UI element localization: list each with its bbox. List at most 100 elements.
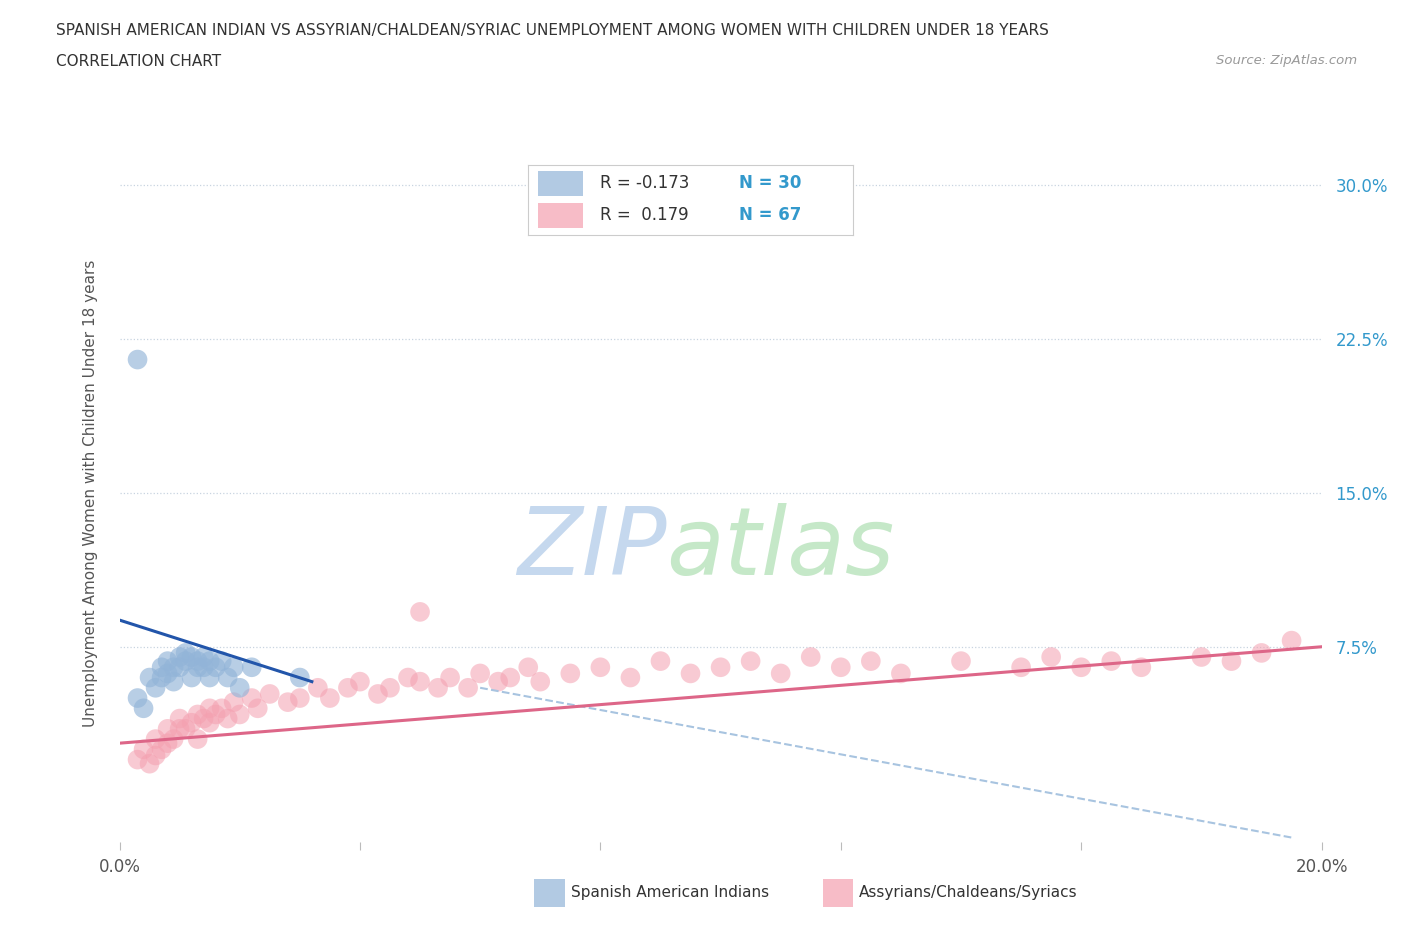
Point xyxy=(193,649,215,664)
Point xyxy=(890,666,912,681)
Point xyxy=(156,722,179,737)
Point xyxy=(217,671,239,685)
Point xyxy=(145,681,167,696)
Point xyxy=(169,660,191,675)
Point xyxy=(859,654,882,669)
Point xyxy=(193,660,215,675)
Point xyxy=(162,732,184,747)
Point xyxy=(138,671,160,685)
Text: Spanish American Indians: Spanish American Indians xyxy=(571,885,769,900)
Point xyxy=(150,742,173,757)
Point xyxy=(709,660,731,675)
Text: atlas: atlas xyxy=(666,503,894,594)
Point xyxy=(145,732,167,747)
Point xyxy=(1281,633,1303,648)
Point xyxy=(378,681,401,696)
Point xyxy=(150,671,173,685)
Point xyxy=(228,681,252,696)
Point xyxy=(132,742,155,757)
Point xyxy=(162,660,184,675)
Point xyxy=(349,674,371,689)
Point xyxy=(156,666,179,681)
Point xyxy=(319,691,342,706)
Point xyxy=(145,748,167,763)
Bar xyxy=(538,203,583,228)
Point xyxy=(174,645,197,660)
Point xyxy=(427,681,450,696)
Point xyxy=(439,671,461,685)
Point xyxy=(619,671,641,685)
Point xyxy=(1250,645,1272,660)
Point xyxy=(204,707,226,722)
Point xyxy=(589,660,612,675)
Point xyxy=(150,660,173,675)
Text: R =  0.179: R = 0.179 xyxy=(599,206,689,224)
Point xyxy=(468,666,492,681)
Point xyxy=(193,711,215,726)
Point xyxy=(288,691,311,706)
Point xyxy=(228,707,252,722)
Point xyxy=(169,649,191,664)
Point xyxy=(650,654,672,669)
Text: N = 30: N = 30 xyxy=(740,174,801,193)
Point xyxy=(517,660,540,675)
Point xyxy=(288,671,311,685)
Point xyxy=(409,674,432,689)
Point xyxy=(156,654,179,669)
Point xyxy=(169,711,191,726)
Point xyxy=(1099,654,1122,669)
Point xyxy=(187,660,209,675)
Text: Source: ZipAtlas.com: Source: ZipAtlas.com xyxy=(1216,54,1357,67)
Text: N = 67: N = 67 xyxy=(740,206,801,224)
Point xyxy=(679,666,702,681)
Point xyxy=(180,715,202,730)
Point xyxy=(367,686,389,701)
Point xyxy=(187,654,209,669)
Point xyxy=(1040,649,1063,664)
Point xyxy=(1220,654,1243,669)
Point xyxy=(240,691,263,706)
Point xyxy=(127,691,149,706)
Bar xyxy=(538,171,583,196)
Point xyxy=(180,649,202,664)
Point xyxy=(180,671,202,685)
Point xyxy=(740,654,762,669)
Point xyxy=(769,666,792,681)
Point xyxy=(222,660,245,675)
Point xyxy=(457,681,479,696)
Point xyxy=(211,654,233,669)
Point xyxy=(336,681,359,696)
Point xyxy=(1130,660,1153,675)
Point xyxy=(222,695,245,710)
Point xyxy=(132,701,155,716)
Point xyxy=(174,722,197,737)
Point xyxy=(169,722,191,737)
Point xyxy=(217,711,239,726)
Text: R = -0.173: R = -0.173 xyxy=(599,174,689,193)
Point xyxy=(211,701,233,716)
Point xyxy=(198,671,221,685)
Point xyxy=(830,660,852,675)
Point xyxy=(162,674,184,689)
Point xyxy=(277,695,299,710)
Y-axis label: Unemployment Among Women with Children Under 18 years: Unemployment Among Women with Children U… xyxy=(83,259,98,726)
Point xyxy=(156,736,179,751)
Point xyxy=(240,660,263,675)
Point xyxy=(198,654,221,669)
Point xyxy=(1189,649,1212,664)
Point xyxy=(409,604,432,619)
Point xyxy=(560,666,582,681)
Point xyxy=(486,674,509,689)
Point xyxy=(138,756,160,771)
Text: SPANISH AMERICAN INDIAN VS ASSYRIAN/CHALDEAN/SYRIAC UNEMPLOYMENT AMONG WOMEN WIT: SPANISH AMERICAN INDIAN VS ASSYRIAN/CHAL… xyxy=(56,23,1049,38)
Point xyxy=(187,732,209,747)
Point xyxy=(1070,660,1092,675)
Point xyxy=(259,686,281,701)
Point xyxy=(307,681,329,696)
Point xyxy=(198,715,221,730)
Text: Assyrians/Chaldeans/Syriacs: Assyrians/Chaldeans/Syriacs xyxy=(859,885,1077,900)
Point xyxy=(396,671,419,685)
Point xyxy=(246,701,269,716)
Text: ZIP: ZIP xyxy=(517,503,666,594)
Point xyxy=(499,671,522,685)
